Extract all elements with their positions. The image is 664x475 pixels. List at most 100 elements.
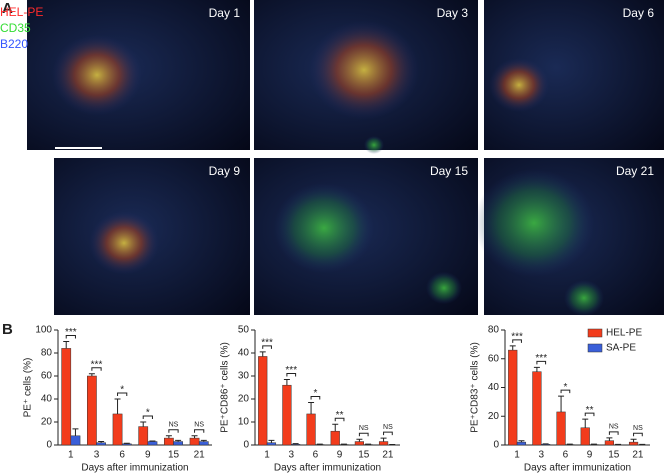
panel-label: A: [2, 0, 13, 17]
significance: NS: [359, 425, 369, 432]
error-bar: [582, 418, 589, 428]
bracket: [584, 412, 595, 417]
error-bar: [140, 421, 147, 427]
bar: [164, 437, 174, 446]
bar: [112, 413, 123, 446]
significance: ***: [261, 337, 273, 348]
y-tick-label: 20: [41, 417, 53, 428]
error-bar: [72, 428, 79, 436]
fluorescence: [489, 58, 549, 112]
significance: ***: [285, 365, 297, 376]
bar: [173, 441, 183, 446]
error-bar: [149, 440, 156, 442]
significance: NS: [633, 425, 643, 432]
image-label: Day 9: [209, 164, 241, 178]
y-tick-label: 80: [41, 348, 53, 359]
bar: [532, 371, 542, 446]
x-tick-label: 9: [145, 450, 151, 461]
significance: ***: [511, 331, 523, 342]
significance: *: [563, 382, 567, 393]
x-axis-label: Days after immunization: [274, 463, 381, 474]
x-tick-label: 9: [337, 450, 343, 461]
error-bar: [509, 345, 516, 351]
bracket: [65, 335, 76, 339]
error-bar: [630, 438, 637, 443]
bar: [147, 441, 158, 446]
y-tick-label: 0: [46, 440, 52, 451]
error-bar: [606, 437, 613, 441]
image-label: Day 1: [209, 6, 241, 20]
significance: NS: [609, 424, 619, 431]
y-tick-label: 30: [238, 371, 250, 382]
y-tick-label: 40: [238, 348, 250, 359]
bracket: [142, 415, 153, 419]
bar: [138, 426, 149, 446]
bracket: [117, 392, 128, 396]
bar: [580, 427, 590, 446]
channel-label: B220: [0, 37, 28, 51]
bracket: [194, 429, 205, 433]
error-bar: [63, 341, 70, 349]
significance: NS: [383, 424, 393, 431]
bar: [282, 384, 292, 446]
bracket: [262, 345, 272, 349]
x-tick-label: 21: [632, 450, 644, 461]
x-tick-label: 21: [382, 450, 394, 461]
bracket: [334, 417, 345, 422]
fluorescence: [89, 211, 159, 275]
x-tick-label: 6: [313, 450, 319, 461]
significance: NS: [194, 422, 204, 429]
x-tick-label: 6: [119, 450, 125, 461]
error-bar: [114, 398, 121, 414]
error-bar: [283, 378, 290, 386]
x-tick-label: 21: [194, 450, 206, 461]
significance: NS: [169, 422, 179, 429]
legend-swatch: [587, 328, 603, 338]
bar: [556, 411, 566, 446]
significance: *: [146, 408, 150, 419]
image-label: Day 3: [437, 6, 469, 20]
fluorescence: [426, 271, 462, 305]
error-bar: [88, 373, 95, 376]
legend-swatch: [587, 343, 603, 353]
bar: [96, 442, 106, 446]
fluorescence: [564, 280, 604, 316]
significance: *: [313, 388, 317, 399]
channel-label: CD35: [0, 21, 31, 35]
error-bar: [292, 443, 299, 445]
y-axis-label: PE⁺ cells (%): [23, 358, 34, 418]
bracket: [358, 432, 369, 437]
x-tick-label: 1: [264, 450, 270, 461]
x-tick-label: 15: [608, 450, 620, 461]
y-tick-label: 40: [488, 382, 500, 393]
x-tick-label: 6: [563, 450, 569, 461]
bar: [508, 349, 518, 446]
bar: [604, 440, 614, 446]
y-tick-label: 40: [41, 394, 53, 405]
y-axis-label: PE⁺CD86⁺ cells (%): [220, 342, 231, 433]
y-tick-label: 0: [243, 440, 249, 451]
significance: *: [120, 385, 124, 396]
fluorescence: [52, 34, 142, 116]
bar: [61, 348, 72, 446]
bracket: [168, 429, 179, 433]
y-tick-label: 10: [238, 417, 250, 428]
y-tick-label: 20: [488, 411, 500, 422]
significance: **: [586, 405, 594, 416]
legend-label: SA-PE: [606, 343, 636, 354]
y-tick-label: 0: [493, 440, 499, 451]
bracket: [560, 389, 571, 394]
x-tick-label: 1: [514, 450, 520, 461]
image-label: Day 15: [430, 164, 468, 178]
bar: [87, 375, 97, 446]
bar: [266, 442, 277, 446]
y-tick-label: 60: [41, 371, 53, 382]
error-bar: [380, 437, 387, 442]
bar: [354, 441, 364, 446]
bar: [541, 444, 551, 446]
y-tick-label: 80: [488, 325, 500, 336]
error-bar: [268, 439, 275, 443]
bracket: [286, 372, 297, 377]
y-tick-label: 60: [488, 353, 500, 364]
bar: [516, 441, 527, 446]
